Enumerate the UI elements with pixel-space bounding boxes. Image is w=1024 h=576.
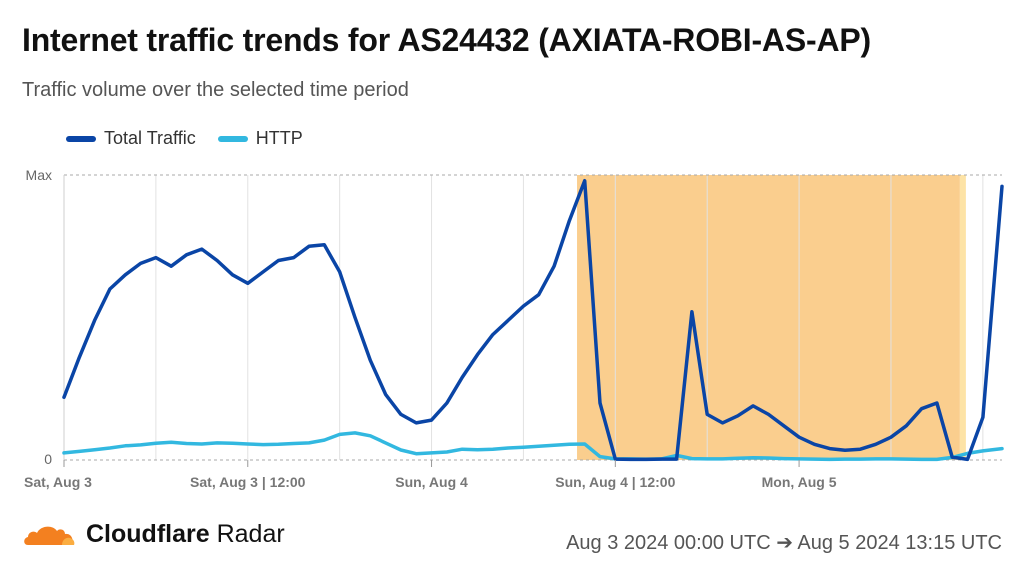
legend-label-http: HTTP [255, 128, 303, 148]
date-range: Aug 3 2024 00:00 UTC ➔ Aug 5 2024 13:15 … [566, 532, 1002, 554]
legend-swatch-total [66, 135, 96, 142]
brand-bold: Cloudflare [86, 520, 210, 548]
legend-item-total[interactable]: Total Traffic [66, 128, 196, 149]
traffic-chart: Max 0 Sat, Aug 3 Sat, Aug 3 | 12:00 Sun, Aug… [24, 167, 1004, 490]
cloudflare-cloud-icon [24, 526, 75, 545]
x-tick-label: Sun, Aug 4 | 12:00 [555, 474, 675, 490]
chart-title: Internet traffic trends for AS24432 (AXI… [22, 22, 871, 58]
series-line-total-traffic [62, 178, 1004, 462]
outage-highlight [577, 175, 960, 460]
cloudflare-radar-logo[interactable]: Cloudflare Radar [22, 520, 285, 549]
brand-light: Radar [216, 520, 285, 548]
x-tick-label: Sun, Aug 4 [395, 474, 468, 490]
outage-highlight-edge [959, 175, 966, 460]
chart-subtitle: Traffic volume over the selected time pe… [22, 79, 409, 101]
legend: Total Traffic HTTP [66, 128, 325, 149]
legend-label-total: Total Traffic [104, 128, 196, 148]
y-tick-label-zero: 0 [44, 451, 52, 467]
brand-name: Cloudflare Radar [86, 520, 285, 549]
legend-item-http[interactable]: HTTP [217, 128, 303, 149]
x-tick-label: Mon, Aug 5 [762, 474, 837, 490]
legend-swatch-http [217, 135, 248, 142]
x-tick-label: Sat, Aug 3 [24, 474, 92, 490]
series-line-http [62, 431, 1004, 462]
y-tick-label-max: Max [26, 167, 52, 183]
x-tick-label: Sat, Aug 3 | 12:00 [190, 474, 306, 490]
